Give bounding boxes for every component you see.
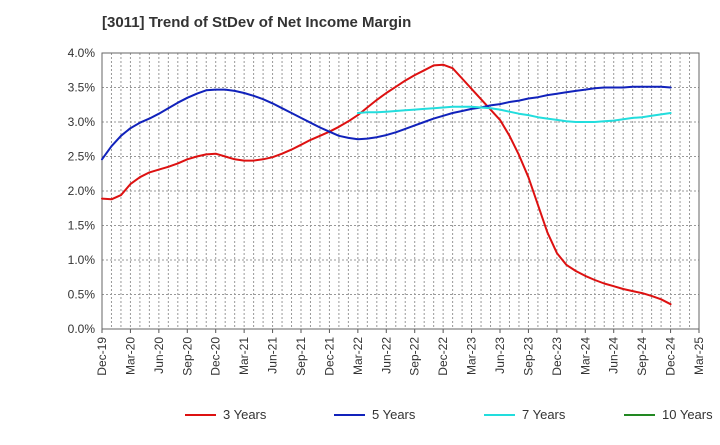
x-tick-label: Mar-20 [123,337,137,375]
y-tick-label: 3.5% [68,81,96,95]
x-tick-label: Jun-23 [493,337,507,374]
axes: 0.0% 0.5% 1.0% 1.5% 2.0% 2.5% 3.0% 3.5% 4.0% Dec-… [68,46,706,376]
chart-title: [3011] Trend of StDev of Net Income Marg… [102,14,412,31]
x-tick-label: Sep-23 [521,337,535,376]
x-tick-label: Sep-21 [294,337,308,376]
x-tick-label: Dec-24 [664,337,678,376]
y-tick-label: 1.0% [68,253,96,267]
x-tick-label: Dec-21 [322,337,336,376]
series-line-3-years [101,63,672,306]
x-tick-label: Sep-20 [180,337,194,376]
x-tick-label: Dec-20 [209,337,223,376]
x-tick-label: Mar-21 [237,337,251,375]
legend-label-3-years: 3 Years [223,407,267,422]
y-tick-label: 1.5% [68,219,96,233]
y-tick-label: 0.5% [68,288,96,302]
x-tick-label: Jun-24 [607,337,621,374]
legend-label-5-years: 5 Years [372,407,416,422]
y-tick-label: 0.0% [68,322,96,336]
legend-label-7-years: 7 Years [522,407,566,422]
legend-label-10-years: 10 Years [662,407,713,422]
x-tick-label: Jun-20 [152,337,166,374]
x-tick-label: Dec-19 [95,337,109,376]
x-tick-label: Dec-23 [550,337,564,376]
x-tick-label: Mar-23 [465,337,479,375]
y-tick-label: 2.0% [68,184,96,198]
x-tick-label: Jun-21 [266,337,280,374]
x-tick-label: Sep-24 [635,337,649,376]
x-tick-label: Mar-24 [578,337,592,375]
series-lines [101,63,672,306]
y-tick-label: 3.0% [68,115,96,129]
series-line-5-years [101,85,672,161]
x-tick-label: Mar-25 [692,337,706,375]
y-tick-label: 4.0% [68,46,96,60]
legend: 3 Years 5 Years 7 Years 10 Years [185,407,713,422]
x-tick-label: Dec-22 [436,337,450,376]
x-tick-label: Mar-22 [351,337,365,375]
x-tick-label: Sep-22 [408,337,422,376]
y-tick-label: 2.5% [68,150,96,164]
x-tick-label: Jun-22 [379,337,393,374]
series-line-7-years [356,105,672,123]
plot-border [101,52,700,330]
